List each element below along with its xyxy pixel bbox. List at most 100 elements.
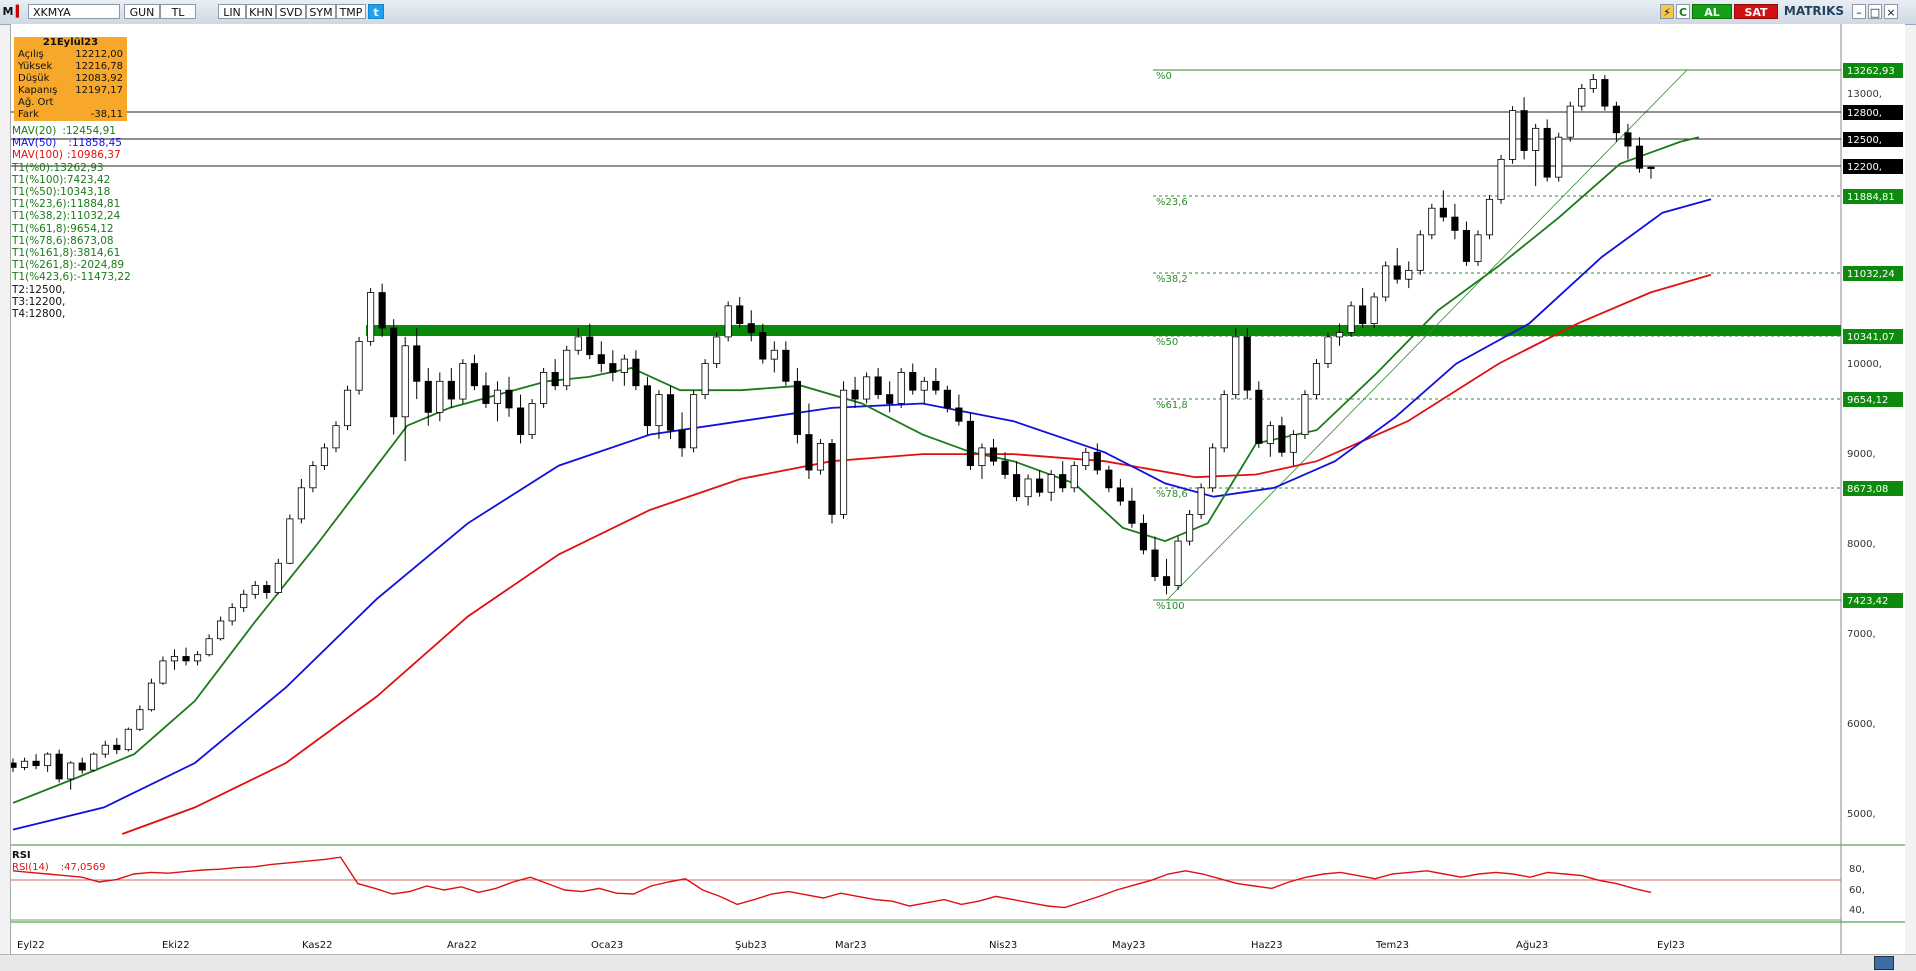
price-tag-618: 9654,12 [1847,395,1888,406]
candle-body [597,354,605,364]
candle-body [551,372,559,387]
candle [1439,190,1447,222]
tmp-button[interactable]: TMP [336,4,366,19]
price-tag-786: 8673,08 [1847,484,1888,495]
price-chart[interactable]: %0 %23,6 %38,2 %50 %61,8 %78,6 %100 1300… [9,24,1905,954]
candle-body [1485,198,1494,236]
candle-body [793,380,801,435]
candle [355,336,363,395]
symbol-field[interactable]: XKMYA [28,4,120,19]
menu-m-icon[interactable]: M [2,5,14,18]
x-label-kas22: Kas22 [302,940,332,951]
candle [1497,154,1505,204]
candle-body [528,403,536,435]
candle-body [1624,132,1632,147]
minimize-icon[interactable]: – [1852,4,1866,19]
candle-body [217,620,225,640]
candle [724,301,732,342]
candle-body [470,363,478,387]
candle-body [886,394,894,404]
candle-body [447,380,455,400]
legend-mav20[interactable]: MAV(20):12454,91 [12,125,131,137]
candle [1347,301,1355,337]
candle [413,328,421,400]
sell-button[interactable]: SAT [1734,4,1778,19]
candle [1174,536,1182,590]
candle-body [343,389,352,427]
info-value: 12197,17 [75,85,123,96]
candle-body [286,518,294,564]
candle [655,390,663,439]
legend-mav100[interactable]: MAV(100):10986,37 [12,149,131,161]
candle-body [724,305,732,338]
lin-button[interactable]: LIN [218,4,246,19]
y-tick-13000: 13000, [1847,89,1882,100]
candle-body [1139,522,1148,551]
candle-body [1370,296,1378,325]
candle-body [436,380,444,413]
candle [632,350,640,391]
chart-icon[interactable] [1874,956,1894,970]
candle [1059,461,1067,493]
chart-area[interactable]: %0 %23,6 %38,2 %50 %61,8 %78,6 %100 1300… [9,24,1905,954]
candle [55,749,63,783]
currency-button[interactable]: TL [160,4,196,19]
candle-body [666,394,675,431]
sym-button[interactable]: SYM [306,4,336,19]
candle-body [655,394,663,427]
candle-body [251,585,259,595]
candle-body [1232,336,1240,396]
candle [1416,230,1424,275]
legend-target-item: T4:12800, [12,308,66,321]
candle [874,367,882,400]
candle [390,319,398,435]
candle-body [1359,305,1367,325]
price-tag-0: 13262,93 [1847,66,1895,77]
legend-mav100-value: :10986,37 [67,149,121,162]
candle [1359,288,1367,329]
buy-button[interactable]: AL [1692,4,1732,19]
candle-body [713,336,721,364]
candle-body [1509,110,1517,160]
rsi-series-label: RSI(14) [12,862,49,873]
candle-body [1312,363,1321,396]
candle [1116,478,1124,506]
candle [897,367,905,408]
lightning-icon[interactable]: ⚡ [1660,4,1674,19]
refresh-icon[interactable]: C [1676,4,1690,19]
candle [470,354,478,391]
mav50-line [12,198,1712,831]
candle [1324,332,1332,368]
period-button[interactable]: GUN [124,4,160,19]
khn-button[interactable]: KHN [246,4,276,19]
candle-body [505,389,513,409]
candle-body [1151,549,1159,577]
fib-label-0: %0 [1156,71,1172,82]
x-label-agu23: Ağu23 [1516,939,1548,951]
candle [1220,390,1228,453]
candle-body [736,305,744,325]
candle [1520,97,1528,160]
x-label-oca23: Oca23 [591,940,623,951]
candle-body [1543,127,1551,178]
candle-body [1324,336,1332,364]
legend-mav50[interactable]: MAV(50):11858,45 [12,137,131,149]
rsi-value-row[interactable]: RSI(14):47,0569 [12,862,106,874]
candle-body [240,593,248,609]
legend-fib-item: T1(%23,6):11884,81 [12,198,121,211]
maximize-icon[interactable]: □ [1868,4,1882,19]
candle-body [782,349,790,382]
candle-body [1093,451,1101,471]
svd-button[interactable]: SVD [276,4,306,19]
close-icon[interactable]: × [1884,4,1898,19]
candle-body [493,389,502,404]
candle [793,367,801,444]
twitter-icon[interactable]: t [368,4,384,19]
legend-fib-item: T1(%423,6):-11473,22 [12,271,131,284]
candle [1647,166,1655,179]
candle [609,350,617,382]
price-tag-50-bg [1843,329,1903,344]
price-tag-236-bg [1843,189,1903,204]
candle-body [805,434,813,471]
candle [1093,443,1101,475]
